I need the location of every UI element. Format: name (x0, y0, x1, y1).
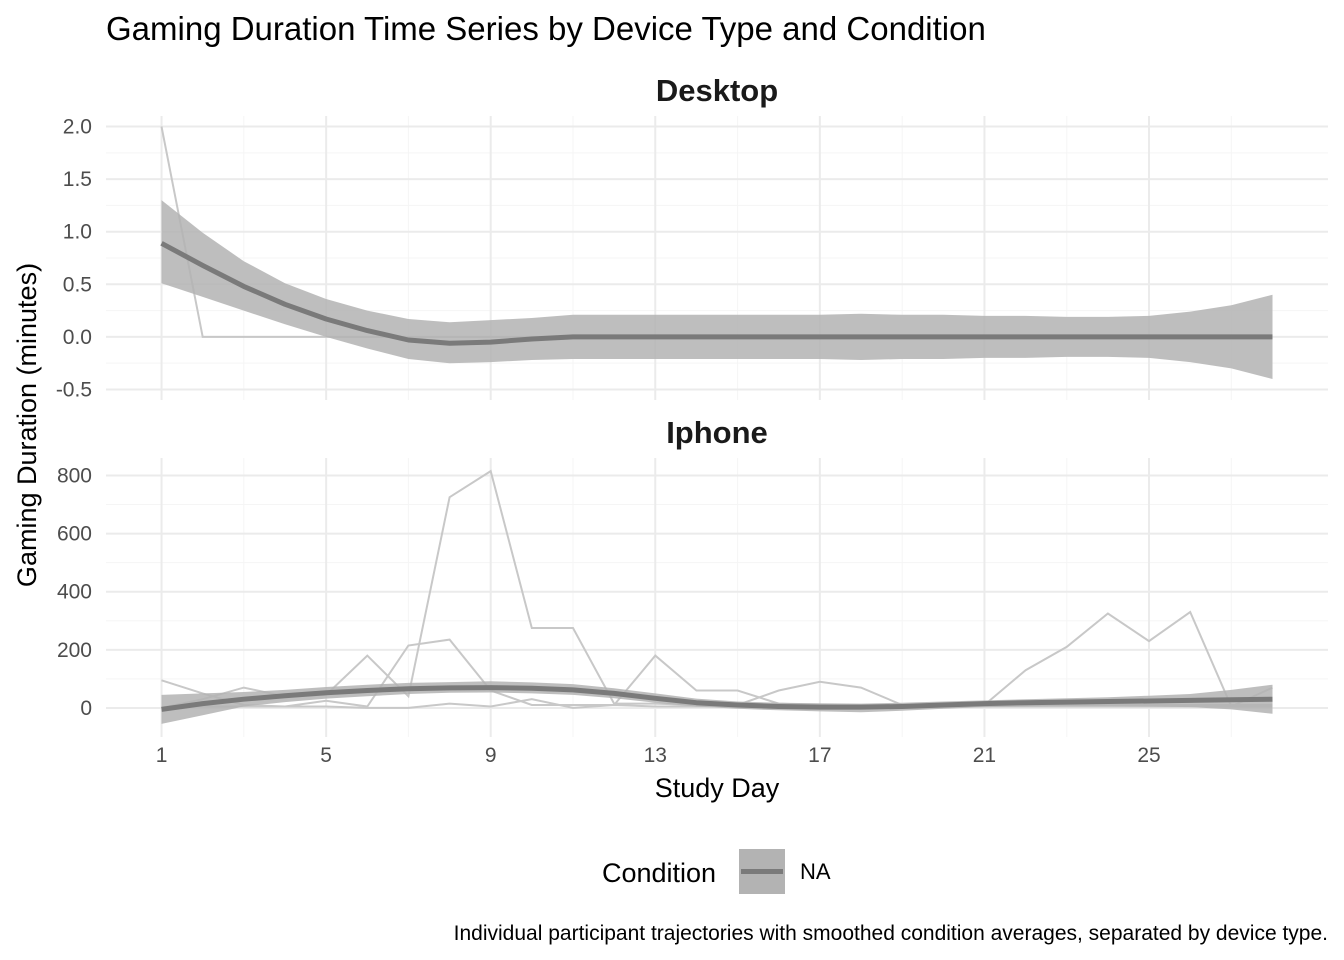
legend-title: Condition (602, 858, 716, 888)
y-tick-label: 1.0 (63, 221, 92, 244)
y-tick-label: 400 (57, 581, 92, 604)
legend-entry-label: NA (800, 859, 831, 884)
y-axis-title: Gaming Duration (minutes) (12, 263, 42, 587)
x-tick-label: 5 (320, 744, 332, 767)
panel-iphone: Iphone 0 200 400 600 800 (57, 415, 1328, 737)
y-tick-label: 600 (57, 523, 92, 546)
y-tick-label: 0.5 (63, 273, 92, 296)
y-tick-label: 200 (57, 639, 92, 662)
x-axis: 1 5 9 13 17 21 25 (156, 744, 1161, 767)
x-tick-label: 1 (156, 744, 168, 767)
panel-strip-label: Iphone (666, 415, 768, 450)
x-tick-label: 21 (973, 744, 996, 767)
y-tick-label: 1.5 (63, 168, 92, 191)
confidence-ribbon (161, 200, 1273, 379)
legend: Condition NA (602, 849, 831, 894)
y-tick-label: 0.0 (63, 326, 92, 349)
panel-strip-label: Desktop (656, 73, 778, 108)
panel-desktop: Desktop -0.5 0.0 0.5 1.0 1.5 2.0 (56, 73, 1328, 401)
x-tick-label: 13 (644, 744, 667, 767)
y-tick-label: 800 (57, 464, 92, 487)
chart-caption: Individual participant trajectories with… (454, 922, 1328, 945)
x-tick-label: 25 (1137, 744, 1160, 767)
chart-title: Gaming Duration Time Series by Device Ty… (106, 10, 986, 47)
participant-line (161, 610, 1273, 708)
smoothed-line (160, 241, 1273, 346)
y-tick-label: -0.5 (56, 378, 92, 401)
y-tick-label: 2.0 (63, 116, 92, 139)
y-tick-label: 0 (80, 697, 92, 720)
x-tick-label: 9 (485, 744, 497, 767)
smoothed-line (161, 685, 1273, 712)
x-tick-label: 17 (808, 744, 831, 767)
x-axis-title: Study Day (655, 773, 780, 803)
participant-line (161, 469, 1273, 709)
